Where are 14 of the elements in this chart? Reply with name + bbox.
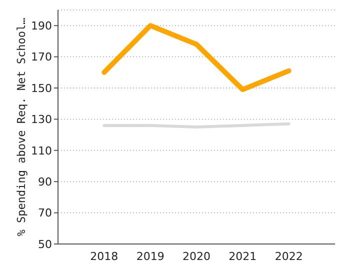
y-axis-title: % Spending above Req. Net School… (14, 17, 28, 236)
y-tick-label: 50 (38, 238, 52, 251)
y-tick-label: 130 (31, 113, 52, 126)
y-tick-label: 70 (38, 206, 52, 220)
y-tick-label: 170 (31, 50, 52, 64)
x-tick-label: 2021 (228, 250, 257, 263)
y-tick-label: 150 (31, 82, 52, 95)
x-tick-label: 2022 (274, 250, 303, 263)
y-tick-label: 90 (38, 176, 52, 189)
y-tick-label: 190 (31, 20, 52, 33)
y-tick-label: 110 (31, 144, 52, 158)
x-tick-label: 2019 (136, 250, 164, 263)
x-tick-label: 2018 (90, 250, 118, 263)
x-tick-label: 2020 (182, 250, 210, 263)
